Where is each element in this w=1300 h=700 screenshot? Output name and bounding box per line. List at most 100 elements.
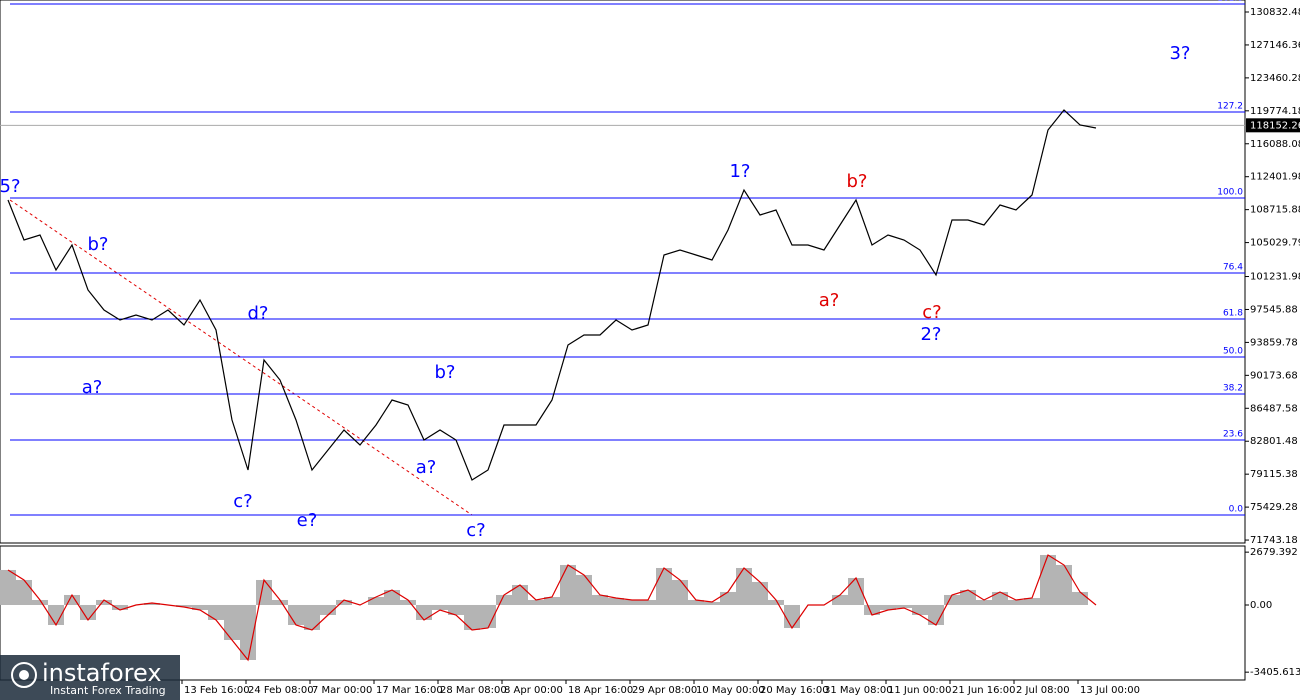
oscillator-bar xyxy=(896,604,912,608)
oscillator-bar xyxy=(704,601,720,605)
wave-label: d? xyxy=(248,303,269,324)
oscillator-bar xyxy=(736,567,752,605)
oscillator-line xyxy=(7,554,1097,662)
oscillator-bar xyxy=(448,604,464,615)
oscillator-bar xyxy=(944,594,960,605)
price-line xyxy=(7,109,1097,481)
y-tick-label: 105029.79 xyxy=(1250,238,1300,249)
oscillator-bar xyxy=(832,594,848,605)
y-tick-label: 112401.98 xyxy=(1250,172,1300,183)
y-tick-label: 123460.28 xyxy=(1250,73,1300,84)
oscillator-bar xyxy=(720,591,736,605)
y-tick-label: 71743.18 xyxy=(1250,535,1298,546)
oscillator-bar xyxy=(880,604,896,611)
oscillator-bar xyxy=(1024,597,1040,605)
oscillator-bar xyxy=(544,596,560,605)
logo-bg xyxy=(0,655,180,700)
oscillator-bar xyxy=(592,594,608,605)
oscillator-bar xyxy=(0,569,16,605)
oscillator-bar xyxy=(304,604,320,631)
current-price-box xyxy=(1246,118,1300,133)
oscillator-bar xyxy=(192,604,208,611)
oscillator-bar xyxy=(608,597,624,605)
oscillator-bar xyxy=(496,594,512,605)
oscillator-bar xyxy=(640,599,656,605)
y-tick-label: 90173.68 xyxy=(1250,370,1298,381)
oscillator-bar xyxy=(848,577,864,605)
wave-label: 3? xyxy=(1169,43,1190,64)
oscillator-bar xyxy=(48,604,64,625)
x-tick-label: 28 Mar 08:00 xyxy=(440,685,507,696)
x-tick-label: 29 Apr 08:00 xyxy=(632,685,697,696)
oscillator-bar xyxy=(480,604,496,628)
y-tick-label: 101231.98 xyxy=(1250,272,1300,283)
oscillator-bar xyxy=(624,599,640,605)
oscillator-bar xyxy=(928,604,944,625)
oscillator-bar xyxy=(432,604,448,611)
oscillator-bar xyxy=(288,604,304,625)
y-tick-label: 97545.88 xyxy=(1250,304,1298,315)
oscillator-bar xyxy=(384,589,400,605)
fib-label: 76.4 xyxy=(1223,263,1243,273)
oscillator-bar xyxy=(672,579,688,605)
oscillator-bar xyxy=(96,599,112,605)
oscillator-bar xyxy=(272,599,288,605)
oscillator-bar xyxy=(560,564,576,605)
oscillator-bar xyxy=(256,579,272,605)
oscillator-bar xyxy=(112,604,128,611)
oscillator-bar xyxy=(768,599,784,605)
x-tick-label: 21 Jun 16:00 xyxy=(952,685,1016,696)
fib-label: 61.8 xyxy=(1223,308,1243,318)
oscillator-bar xyxy=(64,594,80,605)
oscillator-bar xyxy=(224,604,240,641)
x-tick-label: 8 Apr 00:00 xyxy=(504,685,563,696)
fib-label: 38.2 xyxy=(1223,383,1243,393)
y-tick-label: -3405.613 xyxy=(1250,667,1300,678)
brand-name: instaforex xyxy=(42,659,162,687)
oscillator-bar xyxy=(752,581,768,605)
main-panel xyxy=(0,0,1246,544)
oscillator-bar xyxy=(656,567,672,605)
wave-label: b? xyxy=(88,234,109,255)
oscillator-bar xyxy=(992,591,1008,605)
oscillator-bar xyxy=(912,604,928,615)
oscillator-bar xyxy=(1040,554,1056,605)
wave-label: c? xyxy=(922,302,941,323)
x-tick-label: 17 Mar 16:00 xyxy=(376,685,443,696)
oscillator-bar xyxy=(512,584,528,605)
oscillator-bar xyxy=(976,599,992,605)
wave-label: c? xyxy=(466,520,485,541)
brand-tagline: Instant Forex Trading xyxy=(50,684,166,697)
oscillator-bar xyxy=(368,596,384,605)
oscillator-bar xyxy=(16,579,32,605)
oscillator-bar xyxy=(32,599,48,605)
current-price-label: 118152.26 xyxy=(1250,120,1300,131)
logo-icon xyxy=(11,662,37,688)
x-tick-label: 7 Mar 00:00 xyxy=(312,685,372,696)
wave-label: b? xyxy=(435,362,456,383)
wave-label: e? xyxy=(297,510,318,531)
fib-label: 161.8 xyxy=(1217,0,1243,4)
y-tick-label: 108715.88 xyxy=(1250,205,1300,216)
oscillator-bar xyxy=(80,604,96,620)
y-tick-label: 75429.28 xyxy=(1250,502,1298,513)
oscillator-bar xyxy=(960,589,976,605)
x-tick-label: 20 May 16:00 xyxy=(760,685,829,696)
oscillator-bar xyxy=(336,599,352,605)
oscillator-bar xyxy=(240,604,256,661)
wave-label: a? xyxy=(416,457,437,478)
oscillator-panel xyxy=(0,545,1246,681)
y-tick-label: 130832.48 xyxy=(1250,7,1300,18)
oscillator-bar xyxy=(1056,564,1072,605)
y-tick-label: 127146.36 xyxy=(1250,40,1300,51)
x-tick-label: 11 Jun 00:00 xyxy=(888,685,952,696)
oscillator-bar xyxy=(576,574,592,605)
oscillator-bar xyxy=(784,604,800,628)
x-tick-label: 10 May 00:00 xyxy=(696,685,765,696)
logo-icon xyxy=(19,670,29,680)
fib-label: 100.0 xyxy=(1217,188,1243,198)
oscillator-bar xyxy=(1008,599,1024,605)
y-tick-label: 0.00 xyxy=(1250,600,1272,611)
